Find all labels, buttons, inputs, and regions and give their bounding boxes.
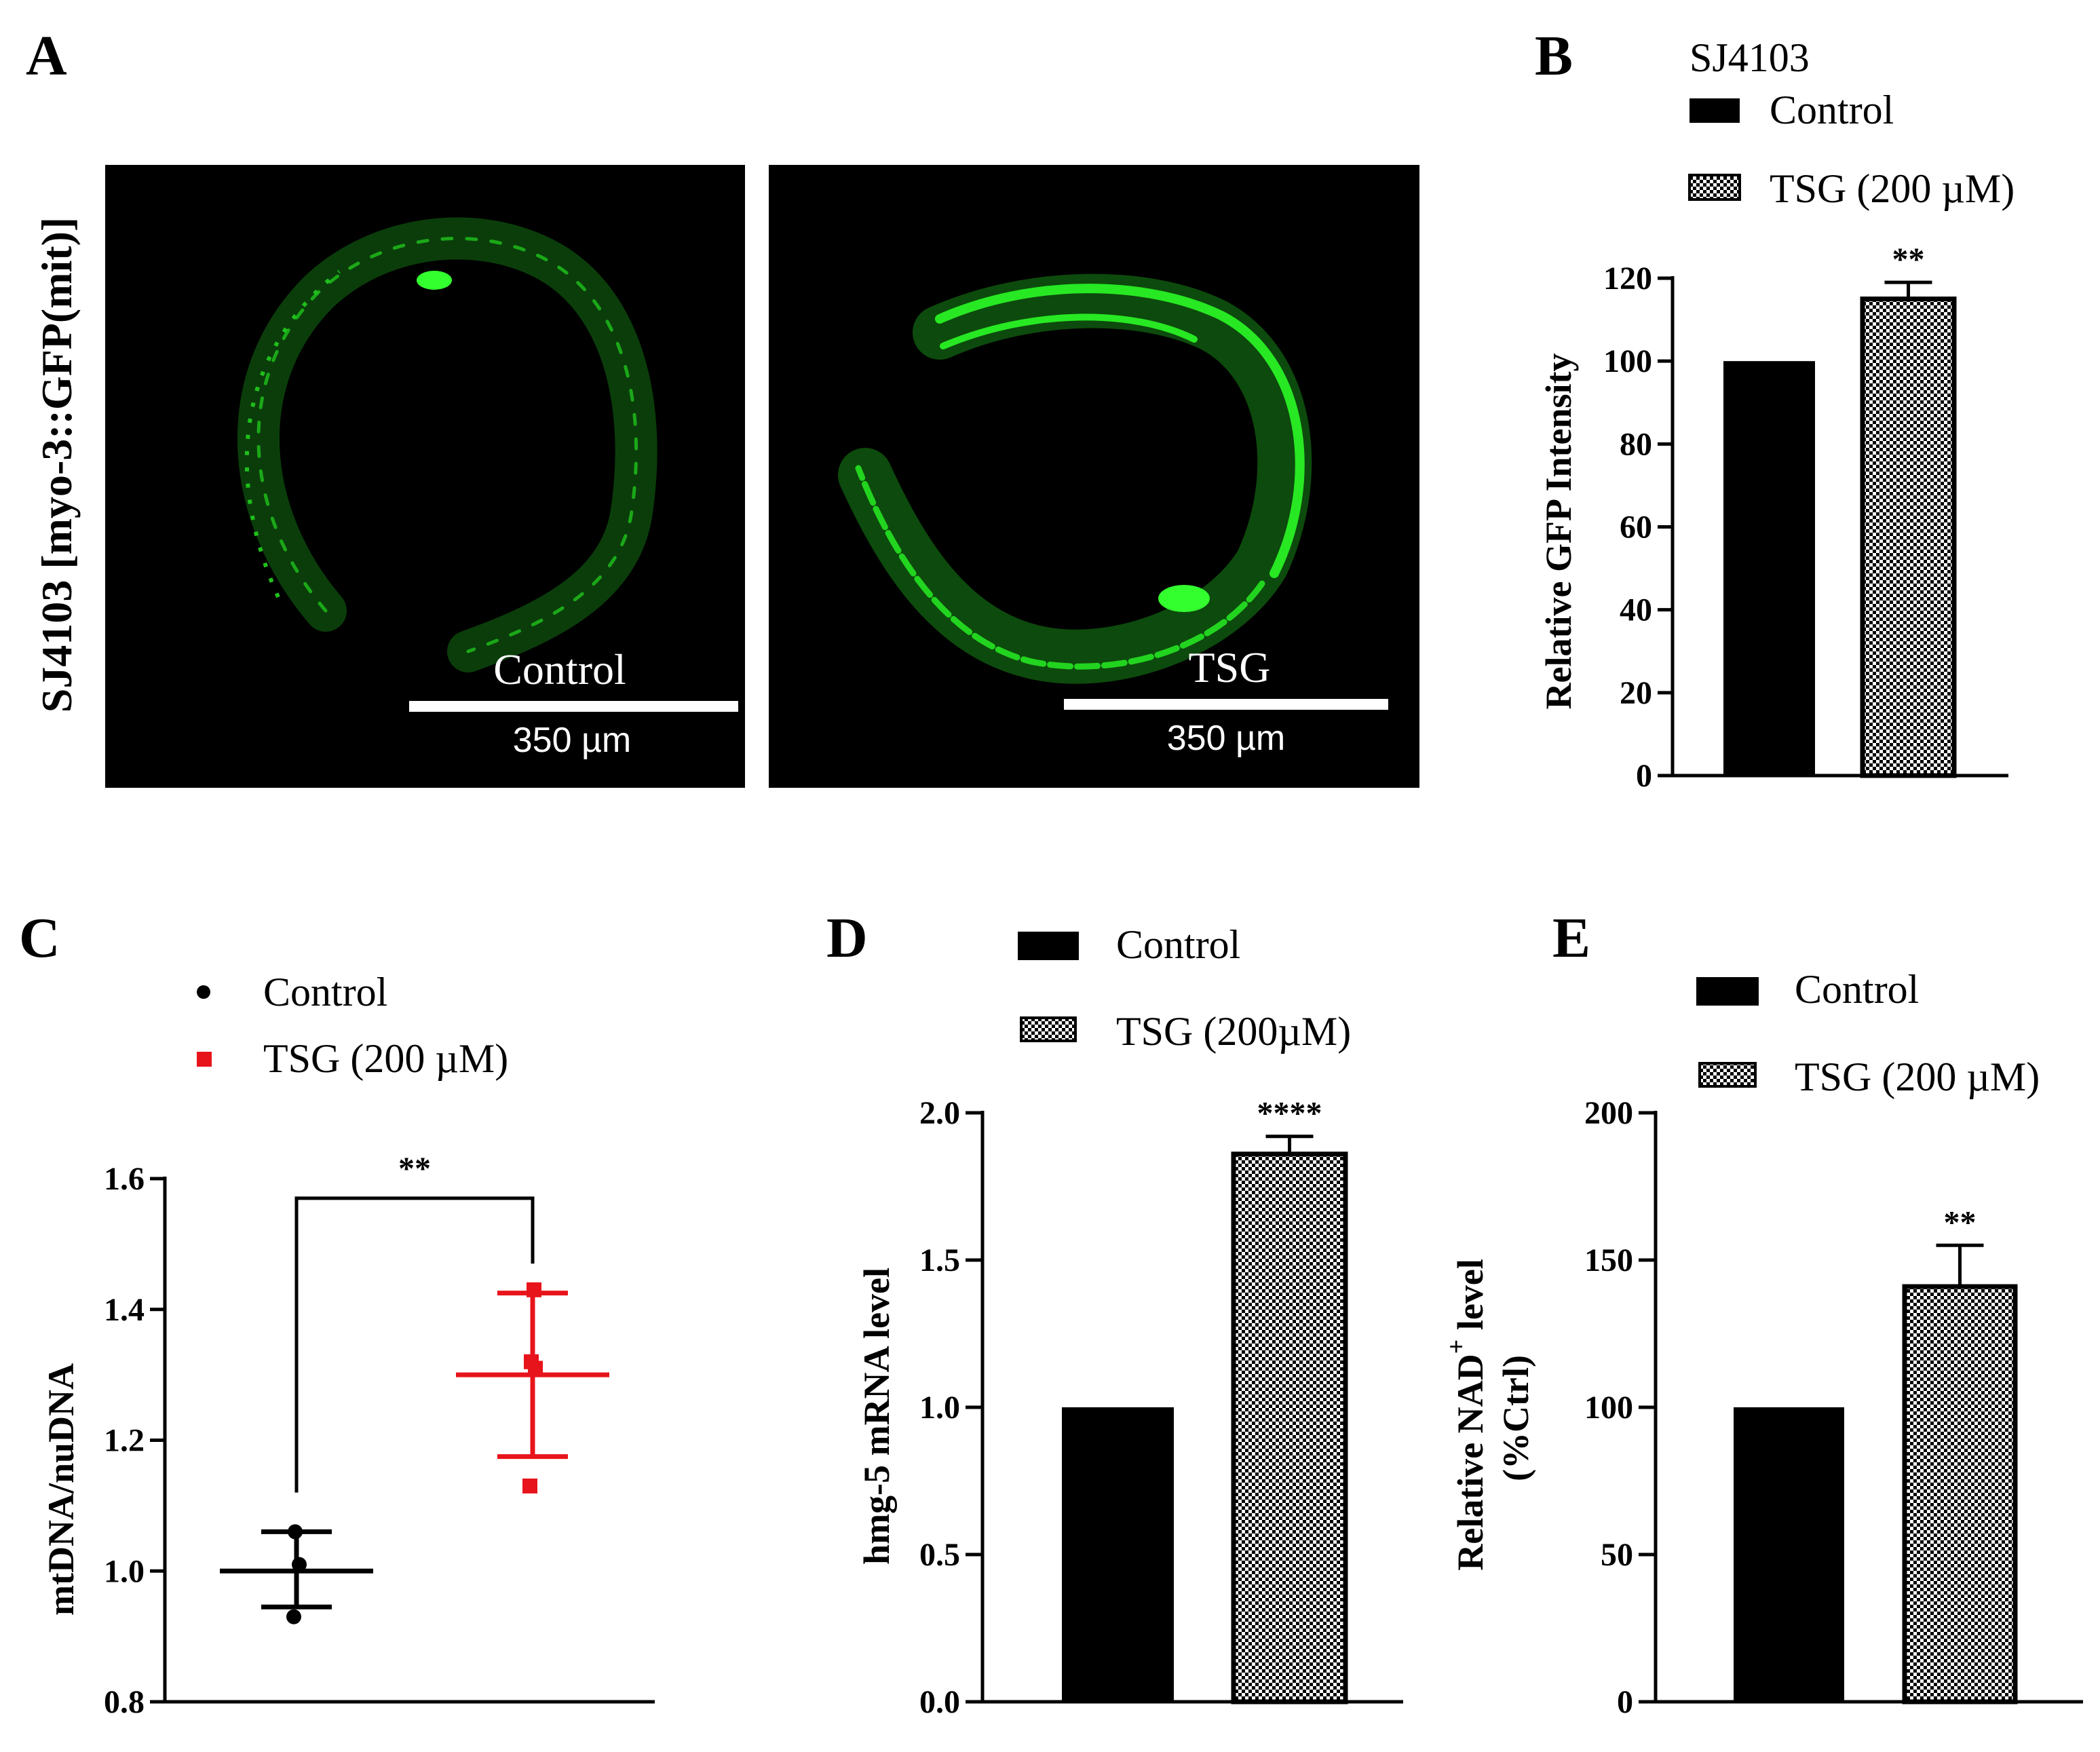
chart-c-point-control xyxy=(286,1609,301,1624)
chart-b-ylabel: Relative GFP Intensity xyxy=(1538,354,1579,710)
chart-b-plot: 0 20 40 60 80 100 120 ** xyxy=(1603,242,2008,794)
panel-label-d: D xyxy=(826,907,868,970)
chart-b-y-tick-label: 40 xyxy=(1620,592,1652,628)
chart-c-significance-bracket xyxy=(294,1196,535,1493)
chart-b-bar-tsg xyxy=(1860,297,1957,778)
chart-e-y-tick-label: 100 xyxy=(1584,1390,1633,1426)
chart-d-y-tick-label: 0.0 xyxy=(919,1684,960,1720)
chart-c-point-tsg xyxy=(522,1478,537,1493)
panel-a-ylabel: SJ4103 [myo-3::GFP(mit)] xyxy=(33,217,81,712)
chart-e-y-tick-label: 150 xyxy=(1584,1242,1633,1278)
panel-e: E Control TSG (200 µM) Relative NAD+ lev… xyxy=(1443,907,2083,1720)
chart-c-y-tick-label: 1.6 xyxy=(104,1161,145,1197)
chart-c-point-control xyxy=(292,1557,307,1572)
chart-e-legend-swatch-tsg xyxy=(1698,1062,1757,1088)
chart-c-y-tick-label: 1.2 xyxy=(104,1423,145,1459)
chart-b-legend-control: Control xyxy=(1770,88,1894,132)
chart-d-legend-swatch-control xyxy=(1018,932,1079,960)
chart-b-y-tick-label: 100 xyxy=(1603,343,1652,379)
chart-d-significance: **** xyxy=(1257,1096,1322,1132)
panel-label-a: A xyxy=(26,24,67,88)
chart-e-ylabel: Relative NAD+ level xyxy=(1443,1259,1491,1571)
chart-c-point-tsg xyxy=(524,1354,539,1369)
chart-d-legend-control: Control xyxy=(1116,922,1240,967)
chart-e-ylabel-prefix: Relative NAD xyxy=(1450,1354,1491,1570)
chart-b-y-tick-label: 60 xyxy=(1620,510,1652,546)
chart-c-y-tick-label: 1.4 xyxy=(104,1292,145,1328)
worm-muscle-control xyxy=(256,237,638,653)
chart-c-y-tick-label: 1.0 xyxy=(104,1553,145,1589)
panel-b: B SJ4103 Control TSG (200 µM) Relative G… xyxy=(1535,24,2015,794)
chart-c-point-control xyxy=(288,1524,303,1540)
micrograph-control: Control 350 µm xyxy=(105,165,745,788)
scale-bar-tsg xyxy=(1064,699,1388,710)
chart-b-y-tick-label: 120 xyxy=(1603,261,1652,297)
chart-e-y-tick-label: 50 xyxy=(1601,1537,1633,1573)
chart-e-ylabel-superscript: + xyxy=(1443,1339,1471,1354)
chart-c-ylabel: mtDNA/nuDNA xyxy=(41,1363,81,1616)
chart-c-legend-marker-control xyxy=(197,985,210,999)
panel-d: D Control TSG (200µM) hmg-5 mRNA level 0… xyxy=(826,907,1403,1720)
scale-bar-label-tsg: 350 µm xyxy=(1167,719,1285,758)
worm-muscle-tsg-outer xyxy=(935,284,1305,578)
chart-e-ylabel-line2: (%Ctrl) xyxy=(1495,1355,1536,1481)
panel-c: C Control TSG (200 µM) mtDNA/nuDNA 0.8 1.… xyxy=(19,907,655,1720)
panel-label-c: C xyxy=(19,907,60,970)
micrograph-tsg: TSG 350 µm xyxy=(769,165,1419,788)
worm-bright-spot-tsg xyxy=(1158,585,1210,612)
chart-d-legend-swatch-tsg xyxy=(1020,1016,1077,1042)
chart-e-legend-control: Control xyxy=(1795,967,1919,1012)
chart-d-bar-control xyxy=(1062,1407,1174,1702)
worm-edge-control xyxy=(244,269,341,598)
chart-b-legend-tsg: TSG (200 µM) xyxy=(1770,166,2015,211)
image-label-control: Control xyxy=(493,645,626,693)
chart-b-legend-swatch-control xyxy=(1689,98,1740,123)
chart-b-y-tick-label: 20 xyxy=(1620,675,1652,711)
chart-e-y-tick-label: 200 xyxy=(1584,1095,1633,1131)
chart-e-legend-swatch-control xyxy=(1696,977,1759,1006)
chart-c-significance: ** xyxy=(398,1151,431,1187)
chart-c-legend-tsg: TSG (200 µM) xyxy=(263,1036,508,1081)
chart-d-legend-tsg: TSG (200µM) xyxy=(1116,1009,1351,1054)
chart-b-title: SJ4103 xyxy=(1689,35,1810,80)
chart-c-legend-marker-tsg xyxy=(197,1052,212,1067)
scale-bar-label-control: 350 µm xyxy=(513,721,631,760)
chart-e-plot: 0 50 100 150 200 ** xyxy=(1584,1095,2083,1720)
chart-c-y-tick-label: 0.8 xyxy=(104,1684,145,1720)
chart-e-legend-tsg: TSG (200 µM) xyxy=(1795,1054,2040,1099)
worm-body-tsg xyxy=(838,273,1312,684)
chart-b-y-tick-label: 0 xyxy=(1636,758,1652,794)
image-label-tsg: TSG xyxy=(1189,643,1271,691)
chart-e-bar-tsg xyxy=(1902,1284,2018,1705)
worm-muscle-tsg-inner xyxy=(940,313,1198,349)
chart-e-significance: ** xyxy=(1944,1204,1977,1240)
chart-e-ylabel-suffix: level xyxy=(1450,1259,1491,1339)
chart-c-plot: 0.8 1.0 1.2 1.4 1.6 ** xyxy=(104,1151,655,1720)
chart-d-bar-tsg xyxy=(1231,1151,1348,1705)
panel-a: A SJ4103 [myo-3::GFP(mit)] Control 350 µ… xyxy=(26,24,1419,788)
panel-label-b: B xyxy=(1535,24,1573,88)
chart-d-y-tick-label: 1.0 xyxy=(919,1390,960,1426)
chart-d-y-tick-label: 2.0 xyxy=(919,1095,960,1131)
chart-d-y-tick-label: 1.5 xyxy=(919,1242,960,1278)
chart-c-legend-control: Control xyxy=(263,970,387,1014)
chart-d-plot: 0.0 0.5 1.0 1.5 2.0 **** xyxy=(919,1095,1403,1720)
chart-e-bar-control xyxy=(1734,1407,1844,1702)
chart-b-legend-swatch-tsg xyxy=(1688,174,1741,201)
chart-c-point-tsg xyxy=(527,1282,541,1297)
chart-b-bar-control xyxy=(1723,361,1815,776)
worm-bright-spot-control xyxy=(417,271,452,290)
panel-label-e: E xyxy=(1552,907,1590,970)
chart-d-y-tick-label: 0.5 xyxy=(919,1537,960,1573)
worm-muscle-tsg-lower xyxy=(855,465,1265,670)
chart-d-ylabel: hmg-5 mRNA level xyxy=(856,1268,897,1565)
chart-e-y-tick-label: 0 xyxy=(1617,1684,1633,1720)
chart-b-significance: ** xyxy=(1892,242,1925,278)
chart-b-y-tick-label: 80 xyxy=(1620,426,1652,462)
scale-bar-control xyxy=(409,701,738,712)
